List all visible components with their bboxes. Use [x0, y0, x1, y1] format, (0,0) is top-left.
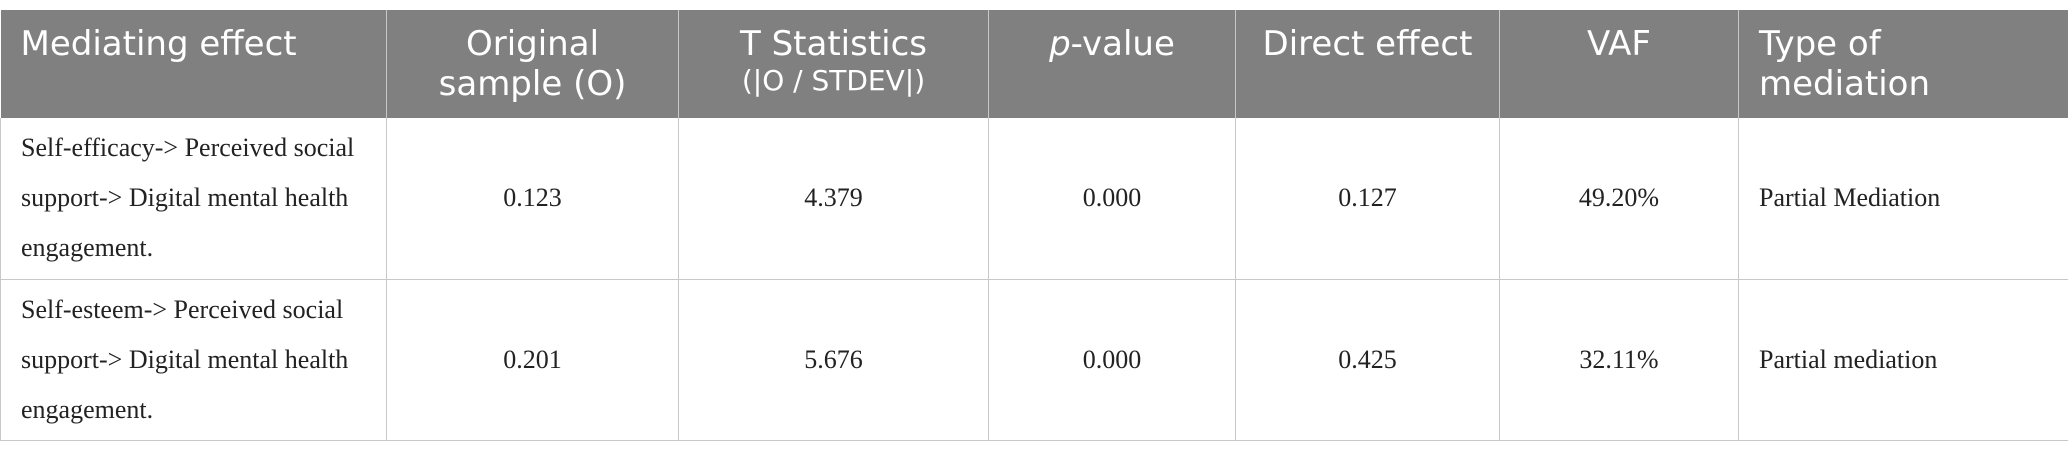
header-t-statistics-label: T Statistics	[740, 24, 927, 64]
cell-p-value: 0.000	[988, 118, 1236, 280]
header-p-value-rest: -value	[1070, 24, 1175, 64]
cell-original-sample: 0.123	[386, 118, 679, 280]
cell-original-sample: 0.201	[386, 279, 679, 441]
cell-direct-effect: 0.425	[1235, 279, 1500, 441]
mediation-table: Mediating effect Original sample (O) T S…	[0, 10, 2068, 441]
header-t-statistics-sub: (|O / STDEV|)	[741, 64, 926, 97]
cell-type-of-mediation: Partial Mediation	[1738, 118, 2068, 280]
cell-vaf: 32.11%	[1499, 279, 1739, 441]
cell-t-statistics: 4.379	[678, 118, 989, 280]
header-type-of-mediation: Type of mediation	[1738, 10, 2068, 118]
header-t-statistics: T Statistics (|O / STDEV|)	[678, 10, 989, 118]
header-p-value-italic: p	[1049, 24, 1071, 64]
cell-direct-effect: 0.127	[1235, 118, 1500, 280]
table-header: Mediating effect Original sample (O) T S…	[0, 10, 2068, 118]
cell-mediating-effect: Self-esteem-> Perceived social support->…	[0, 279, 387, 441]
header-row: Mediating effect Original sample (O) T S…	[0, 10, 2068, 118]
cell-p-value: 0.000	[988, 279, 1236, 441]
header-direct-effect: Direct effect	[1235, 10, 1500, 118]
table-row: Self-esteem-> Perceived social support->…	[0, 279, 2068, 441]
cell-type-of-mediation: Partial mediation	[1738, 279, 2068, 441]
header-mediating-effect: Mediating effect	[0, 10, 387, 118]
cell-vaf: 49.20%	[1499, 118, 1739, 280]
header-p-value: p-value	[988, 10, 1236, 118]
header-vaf: VAF	[1499, 10, 1739, 118]
table-row: Self-efficacy-> Perceived social support…	[0, 118, 2068, 280]
cell-mediating-effect: Self-efficacy-> Perceived social support…	[0, 118, 387, 280]
header-original-sample: Original sample (O)	[386, 10, 679, 118]
table-body: Self-efficacy-> Perceived social support…	[0, 118, 2068, 441]
cell-t-statistics: 5.676	[678, 279, 989, 441]
